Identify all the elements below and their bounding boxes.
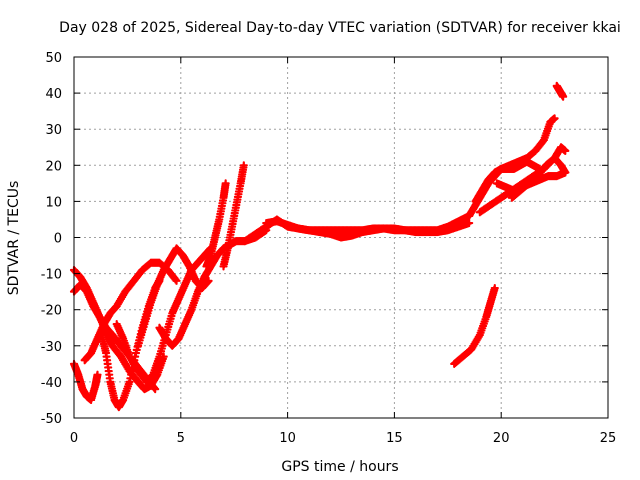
- x-axis-label: GPS time / hours: [281, 459, 398, 475]
- series-arc10: [219, 161, 248, 271]
- axis-ticks: 0 5 10 15 20 25 -50 -40 -30 -20 -10 0 10 20 30 40 50: [41, 51, 617, 446]
- series-arc19: [552, 81, 568, 101]
- data-point: [151, 385, 160, 394]
- series-arc15: [471, 114, 559, 206]
- data-point: [561, 146, 570, 155]
- x-tick-label: 15: [386, 431, 403, 446]
- y-tick-label: 20: [45, 159, 62, 174]
- x-tick-label: 10: [279, 431, 296, 446]
- chart-title: Day 028 of 2025, Sidereal Day-to-day VTE…: [59, 20, 621, 36]
- y-axis-label: SDTVAR / TECUs: [6, 181, 22, 296]
- x-tick-label: 25: [600, 431, 617, 446]
- data-point: [561, 168, 570, 177]
- data-point: [93, 370, 102, 379]
- y-tick-label: -10: [41, 268, 62, 283]
- data-point: [221, 179, 230, 188]
- data-point: [465, 218, 474, 228]
- y-tick-label: 40: [45, 87, 62, 102]
- data-point: [550, 114, 559, 123]
- data-point: [172, 276, 181, 285]
- series-arc9: [202, 179, 230, 271]
- y-tick-label: 30: [45, 123, 62, 138]
- y-tick-label: -20: [41, 304, 62, 319]
- y-tick-label: 0: [54, 232, 62, 247]
- data-point: [490, 283, 499, 293]
- x-tick-label: 20: [493, 431, 510, 446]
- x-tick-label: 0: [70, 431, 78, 446]
- y-tick-label: -40: [41, 376, 62, 391]
- y-tick-label: -30: [41, 340, 62, 355]
- data-point: [239, 161, 248, 170]
- series-arc12: [262, 211, 474, 235]
- x-tick-label: 5: [177, 431, 185, 446]
- y-tick-label: -50: [41, 412, 62, 427]
- data-point: [559, 92, 568, 101]
- data-series: [69, 81, 570, 412]
- y-tick-label: 50: [45, 51, 62, 66]
- series-arc18: [492, 168, 570, 195]
- y-tick-label: 10: [45, 195, 62, 210]
- series-arc13: [450, 283, 499, 368]
